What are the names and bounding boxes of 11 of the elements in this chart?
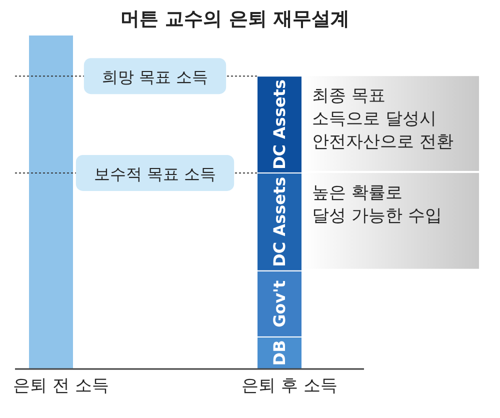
series-label: DC Assets — [270, 79, 289, 170]
annotation: 최종 목표 소득으로 달성시 안전자산으로 전환 — [312, 86, 454, 152]
x-tick-label: 은퇴 후 소득 — [242, 376, 338, 396]
ref-line-label: 보수적 목표 소득 — [94, 164, 216, 184]
series-label: DB — [270, 340, 289, 366]
ref-line-label: 희망 목표 소득 — [102, 68, 208, 87]
x-tick-label: 은퇴 전 소득 — [13, 376, 109, 396]
series-label: Gov't — [270, 280, 289, 328]
chart-title: 머튼 교수의 은퇴 재무설계 — [120, 8, 350, 30]
annotation: 높은 확률로 달성 가능한 수입 — [312, 182, 442, 226]
series-label: DC Assets — [270, 176, 289, 267]
